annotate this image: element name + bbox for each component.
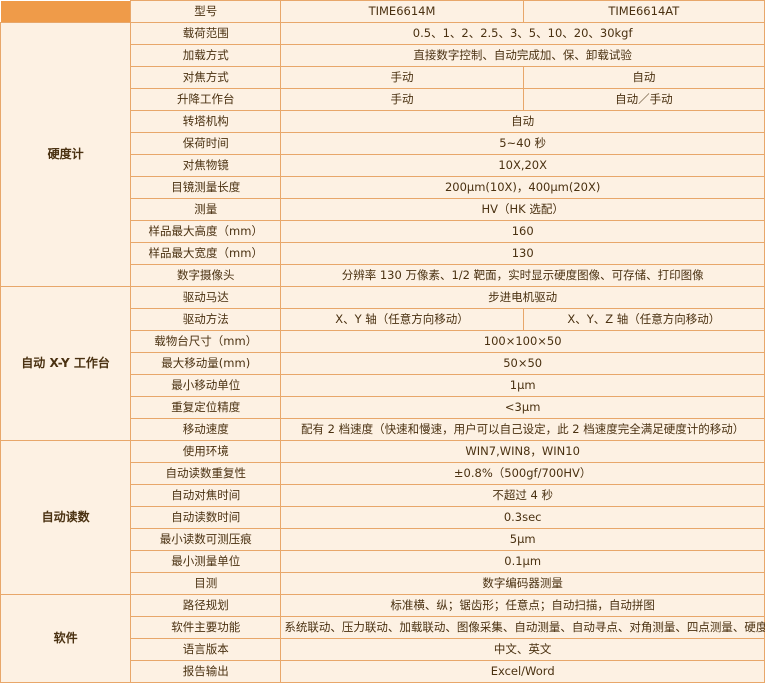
param-value-model-b: X、Y、Z 轴（任意方向移动） — [522, 308, 765, 331]
param-label: 自动对焦时间 — [130, 484, 282, 507]
param-label: 数字摄像头 — [130, 264, 282, 287]
param-label: 报告输出 — [130, 660, 282, 683]
param-value: 160 — [280, 220, 765, 243]
param-label: 对焦方式 — [130, 66, 282, 89]
table-row: 软件 路径规划 标准横、纵；锯齿形；任意点；自动扫描，自动拼图 — [0, 594, 765, 683]
param-value: <3μm — [280, 396, 765, 419]
table-row: 驱动方法 X、Y 轴（任意方向移动） X、Y、Z 轴（任意方向移动） — [1, 308, 765, 331]
param-value-model-a: 手动 — [280, 88, 524, 111]
param-value: 不超过 4 秒 — [280, 484, 765, 507]
param-value: 标准横、纵；锯齿形；任意点；自动扫描，自动拼图 — [280, 594, 765, 617]
param-value: 0.5、1、2、2.5、3、5、10、20、30kgf — [280, 22, 765, 45]
param-value: Excel/Word — [280, 660, 765, 683]
param-label: 驱动方法 — [130, 308, 282, 331]
table-header-row: 型号 TIME6614M TIME6614AT — [0, 0, 765, 23]
param-label: 样品最大宽度（mm） — [130, 242, 282, 265]
group-label-3: 软件 — [0, 594, 132, 683]
param-value: 配有 2 档速度（快速和慢速，用户可以自己设定，此 2 档速度完全满足硬度计的移… — [280, 418, 765, 441]
param-label: 最大移动量(mm) — [130, 352, 282, 375]
param-label: 移动速度 — [130, 418, 282, 441]
table-row: 保荷时间 5~40 秒 — [1, 132, 765, 155]
param-label: 路径规划 — [130, 594, 282, 617]
param-label: 自动读数时间 — [130, 506, 282, 529]
param-value: 1μm — [280, 374, 765, 397]
param-label: 转塔机构 — [130, 110, 282, 133]
param-label: 载荷范围 — [130, 22, 282, 45]
table-row: 数字摄像头 分辨率 130 万像素、1/2 靶面，实时显示硬度图像、可存储、打印图… — [1, 264, 765, 287]
table-row: 移动速度 配有 2 档速度（快速和慢速，用户可以自己设定，此 2 档速度完全满足硬… — [1, 418, 765, 441]
param-value: 200μm(10X)，400μm(20X) — [280, 176, 765, 199]
param-label: 最小读数可测压痕 — [130, 528, 282, 551]
header-model-a: TIME6614M — [280, 0, 524, 23]
param-label: 对焦物镜 — [130, 154, 282, 177]
table-row: 样品最大宽度（mm） 130 — [1, 242, 765, 265]
table-row: 样品最大高度（mm） 160 — [1, 220, 765, 243]
param-value: ±0.8%（500gf/700HV） — [280, 462, 765, 485]
table-row: 载物台尺寸（mm） 100×100×50 — [1, 330, 765, 353]
header-param-label: 型号 — [130, 0, 282, 23]
param-value: 5~40 秒 — [280, 132, 765, 155]
table-row: 自动 X-Y 工作台 驱动马达 步进电机驱动 — [0, 286, 765, 441]
param-value: 130 — [280, 242, 765, 265]
param-value: 50×50 — [280, 352, 765, 375]
param-value-model-a: 手动 — [280, 66, 524, 89]
table-row: 目测 数字编码器测量 — [1, 572, 765, 595]
param-label: 升降工作台 — [130, 88, 282, 111]
param-label: 样品最大高度（mm） — [130, 220, 282, 243]
table-row: 硬度计 载荷范围 0.5、1、2、2.5、3、5、10、20、30kgf — [0, 22, 765, 287]
param-value-model-b: 自动／手动 — [522, 88, 765, 111]
param-value: 系统联动、压力联动、加载联动、图像采集、自动测量、自动寻点、对角测量、四点测量、… — [280, 616, 765, 639]
param-label: 自动读数重复性 — [130, 462, 282, 485]
table-row: 最小读数可测压痕 5μm — [1, 528, 765, 551]
param-label: 目测 — [130, 572, 282, 595]
table-row: 对焦方式 手动 自动 — [1, 66, 765, 89]
header-corner-cell — [0, 0, 132, 23]
table-row: 加载方式 直接数字控制、自动完成加、保、卸载试验 — [1, 44, 765, 67]
param-value: 10X,20X — [280, 154, 765, 177]
param-value: 中文、英文 — [280, 638, 765, 661]
param-value: 直接数字控制、自动完成加、保、卸载试验 — [280, 44, 765, 67]
param-label: 目镜测量长度 — [130, 176, 282, 199]
param-label: 使用环境 — [130, 440, 282, 463]
param-value: 自动 — [280, 110, 765, 133]
table-row: 转塔机构 自动 — [1, 110, 765, 133]
table-row: 最大移动量(mm) 50×50 — [1, 352, 765, 375]
table-row: 测量 HV（HK 选配） — [1, 198, 765, 221]
param-value: 0.3sec — [280, 506, 765, 529]
param-label: 驱动马达 — [130, 286, 282, 309]
param-label: 最小移动单位 — [130, 374, 282, 397]
param-value: WIN7,WIN8，WIN10 — [280, 440, 765, 463]
table-row: 自动读数重复性 ±0.8%（500gf/700HV） — [1, 462, 765, 485]
param-label: 软件主要功能 — [130, 616, 282, 639]
table-row: 目镜测量长度 200μm(10X)，400μm(20X) — [1, 176, 765, 199]
param-value: 5μm — [280, 528, 765, 551]
param-label: 载物台尺寸（mm） — [130, 330, 282, 353]
param-value-model-b: 自动 — [522, 66, 765, 89]
header-model-b: TIME6614AT — [522, 0, 765, 23]
param-label: 保荷时间 — [130, 132, 282, 155]
param-value: 100×100×50 — [280, 330, 765, 353]
param-value-model-a: X、Y 轴（任意方向移动） — [280, 308, 524, 331]
table-row: 自动读数 使用环境 WIN7,WIN8，WIN10 — [0, 440, 765, 595]
param-value: HV（HK 选配） — [280, 198, 765, 221]
param-label: 最小测量单位 — [130, 550, 282, 573]
param-value: 分辨率 130 万像素、1/2 靶面，实时显示硬度图像、可存储、打印图像 — [280, 264, 765, 287]
param-label: 语言版本 — [130, 638, 282, 661]
param-value: 步进电机驱动 — [280, 286, 765, 309]
table-row: 最小测量单位 0.1μm — [1, 550, 765, 573]
group-label-0: 硬度计 — [0, 22, 132, 287]
param-label: 重复定位精度 — [130, 396, 282, 419]
group-label-1: 自动 X-Y 工作台 — [0, 286, 132, 441]
table-row: 对焦物镜 10X,20X — [1, 154, 765, 177]
param-label: 测量 — [130, 198, 282, 221]
table-row: 重复定位精度 <3μm — [1, 396, 765, 419]
group-label-2: 自动读数 — [0, 440, 132, 595]
param-value: 0.1μm — [280, 550, 765, 573]
param-value: 数字编码器测量 — [280, 572, 765, 595]
table-row: 自动对焦时间 不超过 4 秒 — [1, 484, 765, 507]
param-label: 加载方式 — [130, 44, 282, 67]
